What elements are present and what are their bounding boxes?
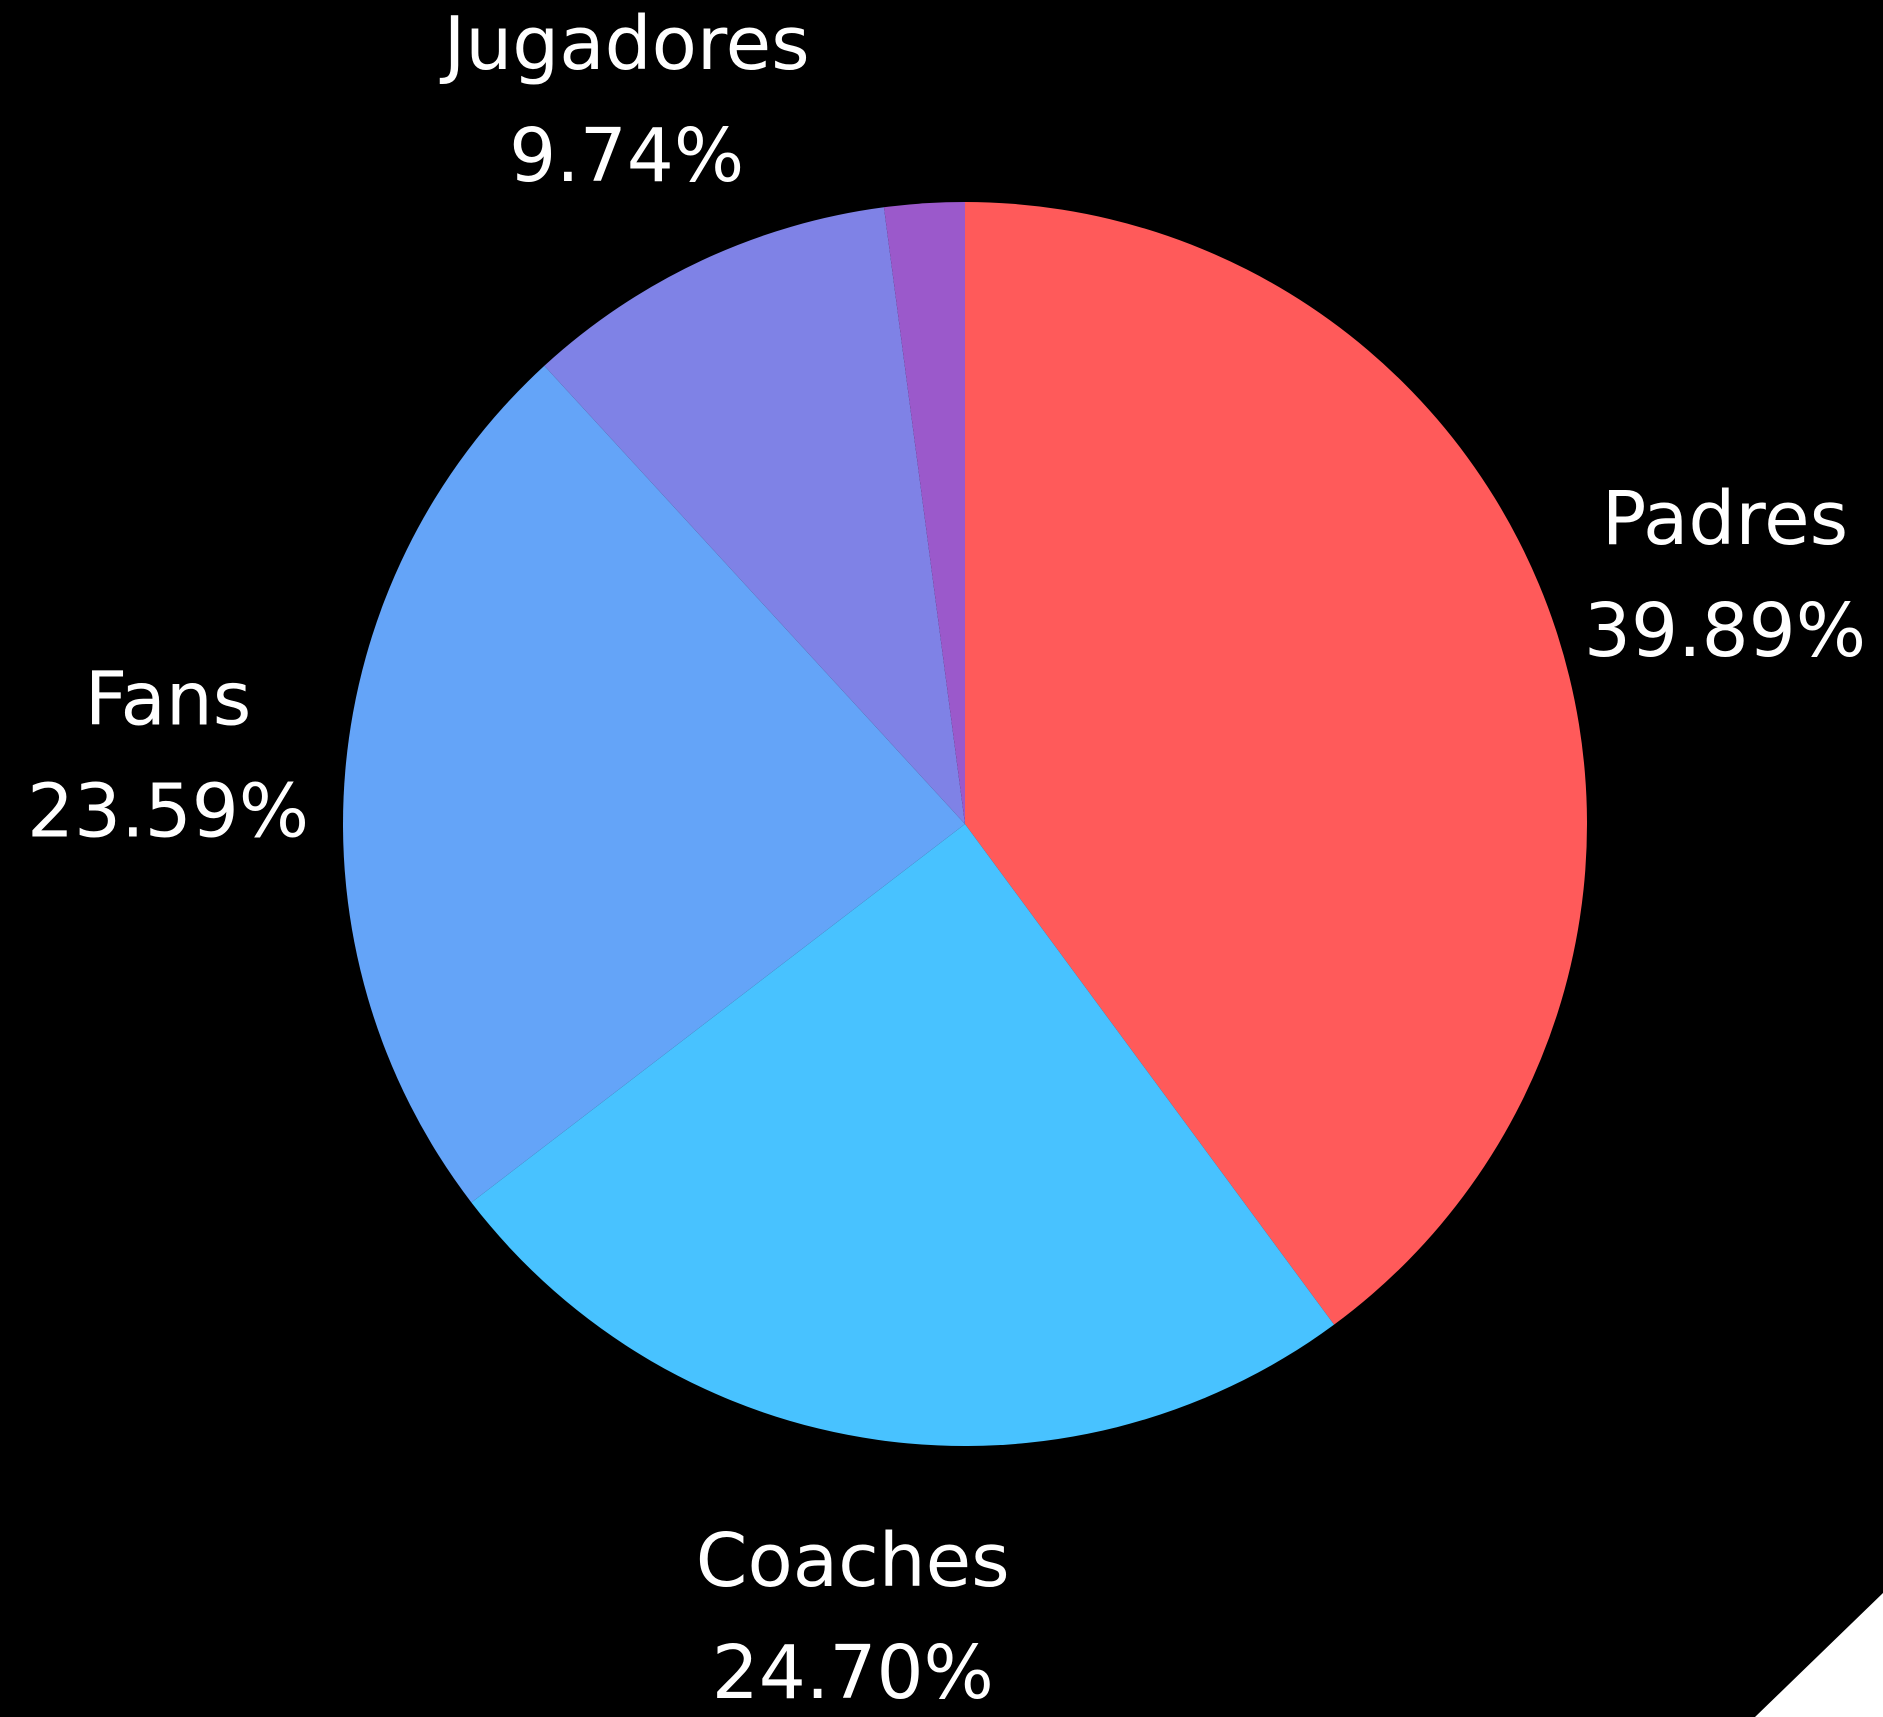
slice-label-fans: Fans 23.59% [27,656,309,854]
corner-decoration [1755,1593,1883,1717]
pie-labels: Padres 39.89% Coaches 24.70% Fans 23.59% Jugad… [27,1,1866,1716]
slice-category-label: Coaches [696,1518,1010,1604]
slice-category-label: Padres [1602,476,1849,562]
pie-slice-coaches [471,824,1335,1446]
slice-label-padres: Padres 39.89% [1584,476,1866,674]
slice-value-label: 24.70% [712,1630,994,1716]
slice-value-label: 9.74% [509,113,744,199]
pie-slice-padres [965,202,1587,1325]
slice-category-label: Jugadores [440,1,810,87]
slice-value-label: 39.89% [1584,588,1866,674]
pie-slices [342,202,1587,1446]
slice-value-label: 23.59% [27,768,309,854]
slice-label-coaches: Coaches 24.70% [696,1518,1010,1716]
slice-category-label: Fans [85,656,252,742]
pie-slice-unlabeled-4 [883,202,965,824]
slice-label-jugadores: Jugadores 9.74% [440,1,810,199]
pie-slice-fans [342,365,965,1203]
pie-slice-jugadores [544,207,965,824]
